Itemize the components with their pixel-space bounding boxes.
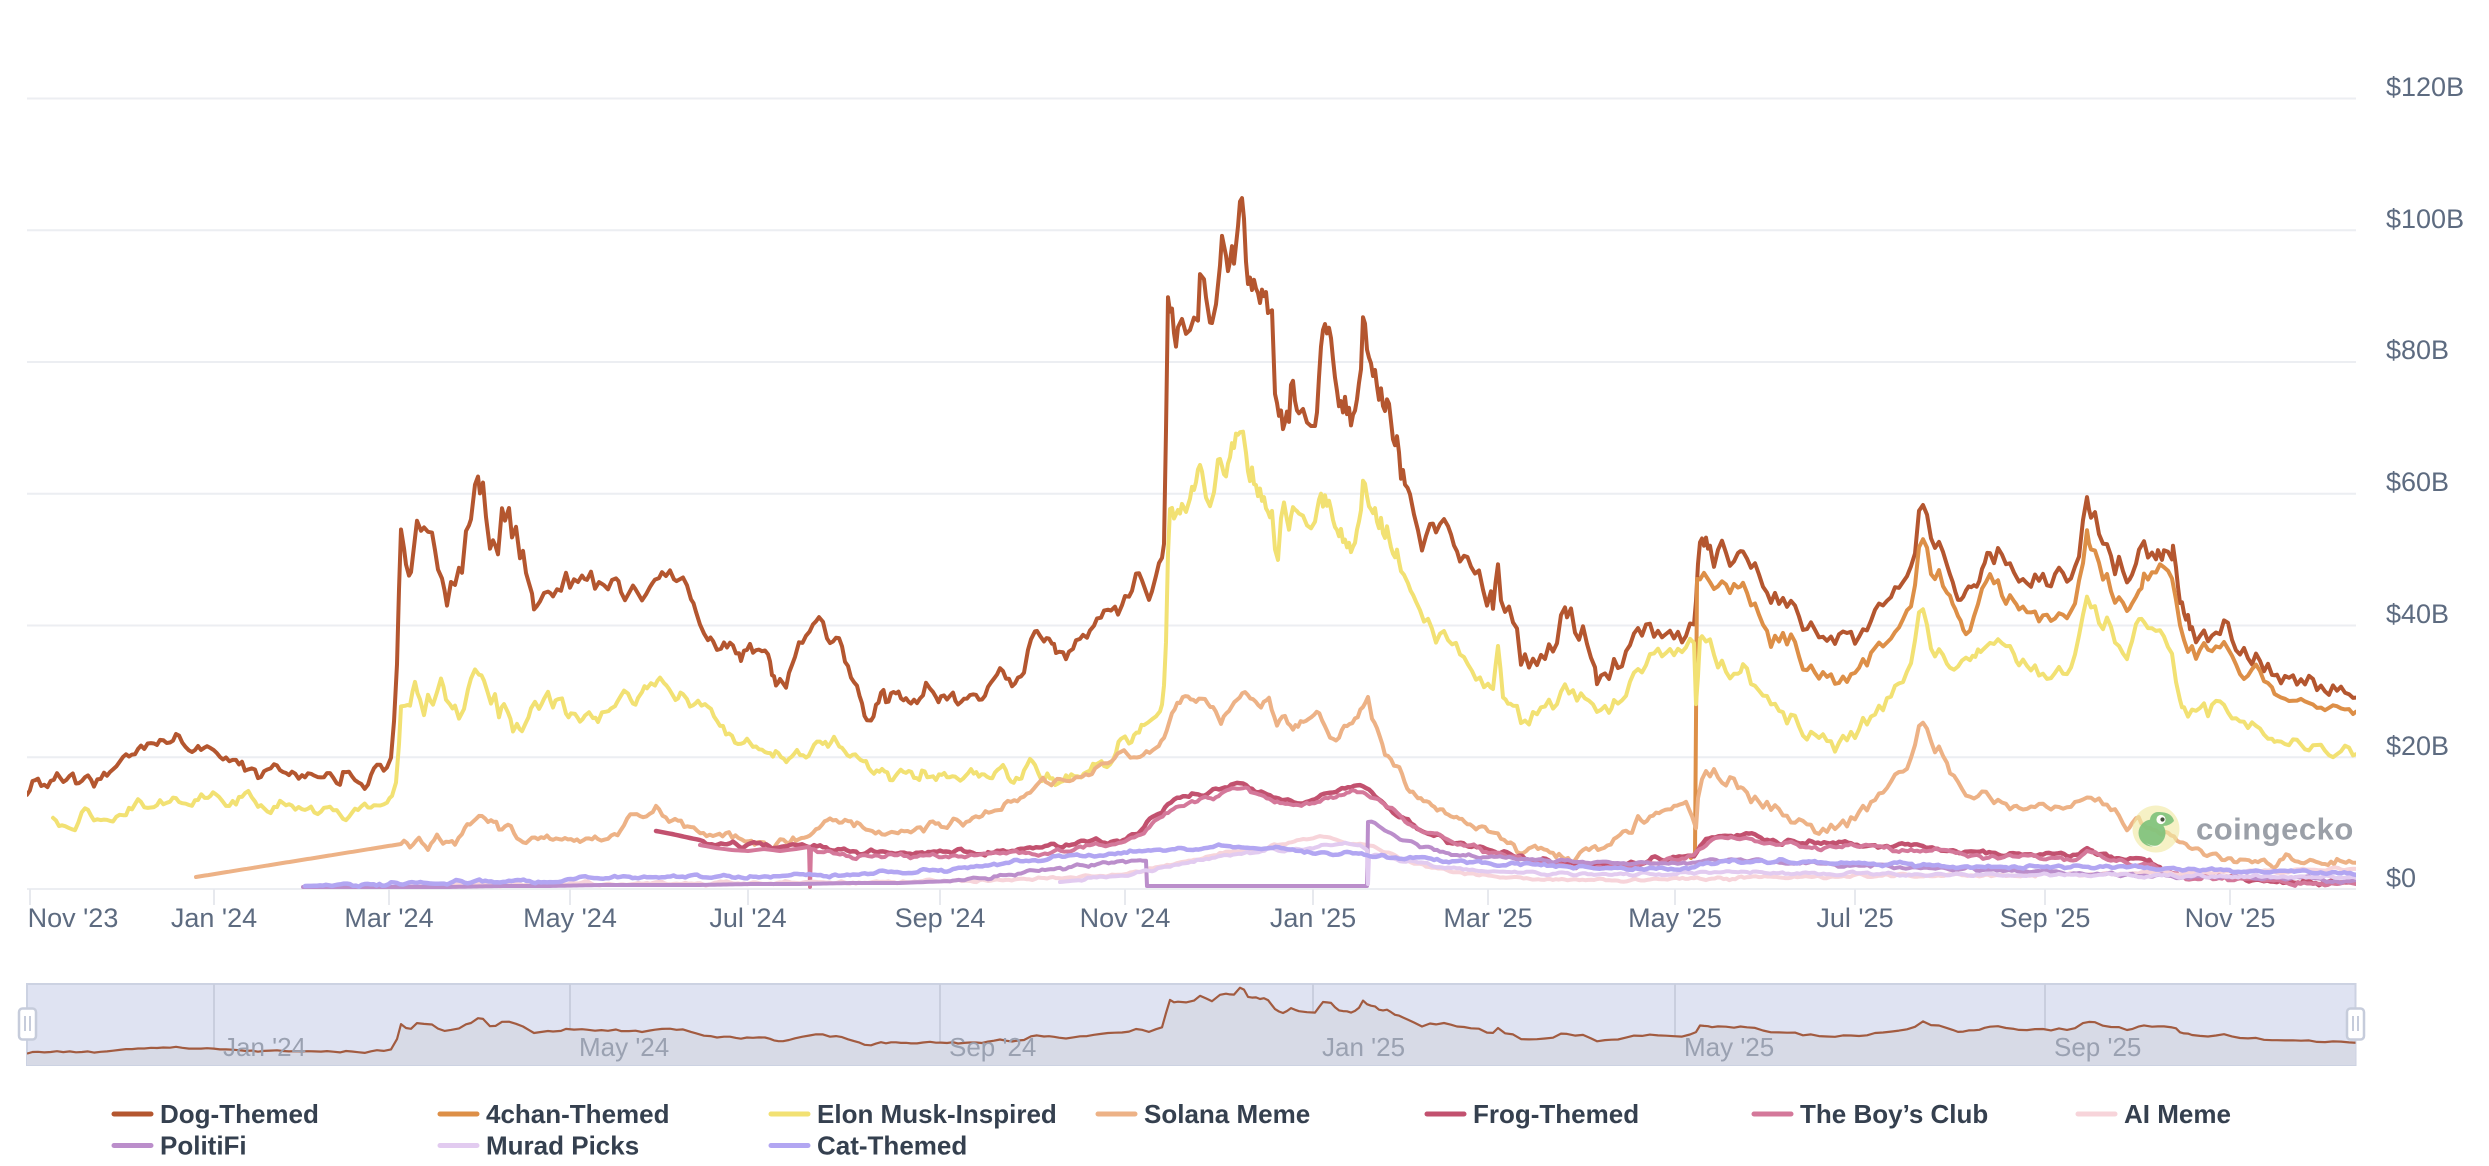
- svg-text:Dog-Themed: Dog-Themed: [160, 1099, 319, 1129]
- svg-text:PolitiFi: PolitiFi: [160, 1131, 247, 1161]
- svg-text:Jul '25: Jul '25: [1816, 903, 1893, 933]
- svg-text:The Boy’s Club: The Boy’s Club: [1800, 1099, 1988, 1129]
- svg-text:Nov '25: Nov '25: [2185, 903, 2276, 933]
- svg-text:Frog-Themed: Frog-Themed: [1473, 1099, 1639, 1129]
- svg-text:Jan '24: Jan '24: [171, 903, 257, 933]
- svg-text:$100B: $100B: [2386, 204, 2464, 234]
- svg-text:Sep '25: Sep '25: [2054, 1032, 2141, 1062]
- svg-text:Elon Musk-Inspired: Elon Musk-Inspired: [817, 1099, 1057, 1129]
- svg-text:4chan-Themed: 4chan-Themed: [486, 1099, 670, 1129]
- svg-text:$20B: $20B: [2386, 731, 2449, 761]
- svg-text:Nov '23: Nov '23: [28, 903, 119, 933]
- svg-text:Nov '24: Nov '24: [1080, 903, 1171, 933]
- svg-text:Mar '25: Mar '25: [1443, 903, 1532, 933]
- svg-text:May '24: May '24: [579, 1032, 669, 1062]
- svg-text:coingecko: coingecko: [2196, 812, 2354, 847]
- svg-text:$0: $0: [2386, 863, 2416, 893]
- svg-text:Jul '24: Jul '24: [709, 903, 786, 933]
- svg-text:May '25: May '25: [1628, 903, 1722, 933]
- svg-text:$80B: $80B: [2386, 335, 2449, 365]
- svg-text:$60B: $60B: [2386, 467, 2449, 497]
- svg-text:$120B: $120B: [2386, 72, 2464, 102]
- svg-text:AI Meme: AI Meme: [2124, 1099, 2231, 1129]
- svg-text:Sep '24: Sep '24: [949, 1032, 1036, 1062]
- svg-text:May '24: May '24: [523, 903, 617, 933]
- svg-text:Sep '24: Sep '24: [895, 903, 986, 933]
- svg-text:Mar '24: Mar '24: [344, 903, 433, 933]
- svg-text:Murad Picks: Murad Picks: [486, 1131, 639, 1161]
- svg-text:Jan '24: Jan '24: [223, 1032, 306, 1062]
- svg-text:May '25: May '25: [1684, 1032, 1774, 1062]
- svg-text:Cat-Themed: Cat-Themed: [817, 1131, 967, 1161]
- svg-text:Jan '25: Jan '25: [1322, 1032, 1405, 1062]
- svg-text:$40B: $40B: [2386, 599, 2449, 629]
- svg-text:Solana Meme: Solana Meme: [1144, 1099, 1310, 1129]
- svg-text:Jan '25: Jan '25: [1270, 903, 1356, 933]
- svg-text:Sep '25: Sep '25: [2000, 903, 2091, 933]
